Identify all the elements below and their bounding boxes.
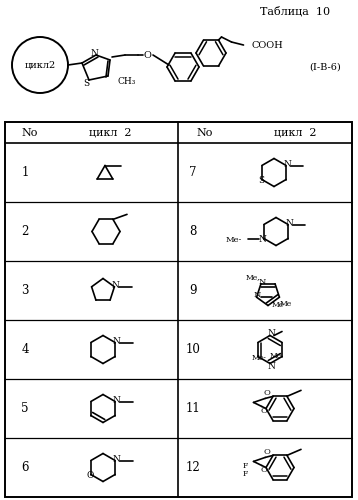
Text: 6: 6	[21, 461, 29, 474]
Text: N: N	[254, 291, 261, 299]
Text: 8: 8	[189, 225, 197, 238]
Text: 7: 7	[189, 166, 197, 179]
Text: N: N	[267, 329, 275, 338]
Text: цикл  2: цикл 2	[89, 128, 131, 138]
Text: F: F	[243, 462, 248, 470]
Text: 2: 2	[21, 225, 29, 238]
Text: No: No	[22, 128, 38, 138]
Text: 1: 1	[21, 166, 29, 179]
Text: N: N	[90, 48, 98, 58]
Text: Me-: Me-	[226, 236, 242, 244]
Text: Me: Me	[280, 300, 292, 308]
Text: N: N	[285, 219, 293, 228]
Text: 3: 3	[21, 284, 29, 297]
Text: No: No	[197, 128, 213, 138]
Text: N: N	[283, 160, 291, 169]
Text: COOH: COOH	[252, 40, 283, 50]
Text: N: N	[258, 278, 266, 286]
Text: 5: 5	[21, 402, 29, 415]
Text: F: F	[243, 470, 248, 478]
Text: Таблица  10: Таблица 10	[260, 6, 330, 16]
Text: 11: 11	[186, 402, 200, 415]
Text: O: O	[264, 390, 271, 398]
Text: N: N	[267, 362, 275, 371]
Text: N: N	[112, 396, 120, 405]
Text: 9: 9	[189, 284, 197, 297]
Text: S: S	[258, 176, 264, 185]
Text: (I-B-6): (I-B-6)	[309, 62, 341, 72]
Text: O: O	[260, 466, 267, 474]
Text: цикл2: цикл2	[24, 60, 55, 70]
Text: 4: 4	[21, 343, 29, 356]
Text: 10: 10	[185, 343, 200, 356]
Text: цикл  2: цикл 2	[274, 128, 316, 138]
Text: N: N	[111, 282, 119, 290]
Bar	[5, 122, 352, 497]
Text: Me: Me	[270, 352, 282, 360]
Text: N: N	[259, 235, 267, 244]
Text: O: O	[260, 408, 267, 416]
Text: O: O	[264, 448, 271, 456]
Text: Me: Me	[271, 301, 284, 309]
Text: 12: 12	[186, 461, 200, 474]
Text: Me-: Me-	[251, 354, 266, 362]
Text: S: S	[83, 78, 89, 88]
Text: N: N	[112, 337, 120, 346]
Text: O: O	[143, 50, 151, 59]
Text: CH₃: CH₃	[118, 76, 136, 86]
Text: Me,: Me,	[246, 273, 260, 281]
Text: N: N	[112, 455, 120, 464]
Text: O: O	[86, 471, 93, 480]
